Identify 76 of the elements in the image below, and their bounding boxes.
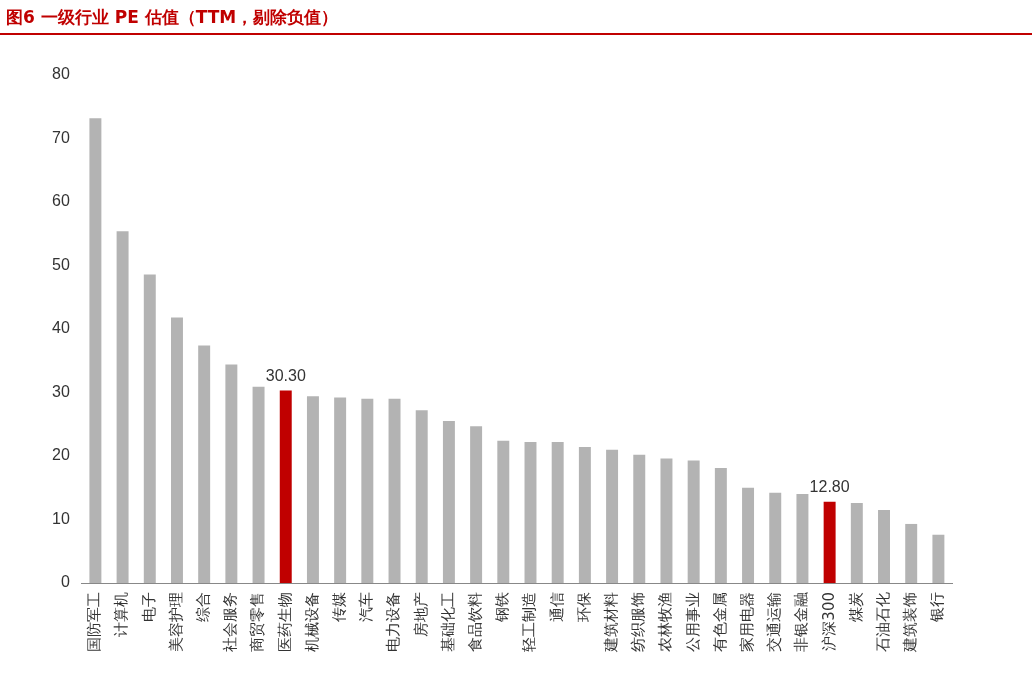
x-tick-label: 电力设备	[384, 592, 403, 652]
y-tick-label: 70	[52, 128, 70, 146]
bar	[334, 397, 347, 583]
x-tick-label: 计算机	[112, 592, 131, 637]
bar	[279, 390, 292, 583]
data-label: 30.30	[265, 367, 306, 384]
x-tick-label: 石油石化	[873, 592, 892, 652]
x-tick-label: 房地产	[411, 592, 430, 637]
bar	[415, 410, 428, 583]
x-tick-label: 通信	[547, 592, 566, 622]
x-tick-label: 银行	[928, 592, 947, 623]
x-tick-label: 建筑材料	[601, 592, 620, 653]
bar	[170, 317, 183, 583]
bar	[633, 454, 646, 583]
bar	[578, 447, 591, 583]
x-tick-label: 非银金融	[792, 592, 811, 652]
x-tick-label: 钢铁	[493, 592, 512, 623]
x-tick-label: 国防军工	[85, 592, 104, 652]
x-tick-label: 公用事业	[683, 592, 702, 652]
x-tick-label: 传媒	[330, 592, 349, 622]
bar	[388, 398, 401, 583]
x-tick-label: 机械设备	[302, 592, 321, 652]
x-tick-label: 纺织服饰	[629, 592, 648, 652]
y-tick-label: 40	[52, 319, 70, 337]
y-tick-label: 0	[60, 573, 70, 591]
x-tick-label: 医药生物	[275, 592, 294, 652]
x-tick-label: 有色金属	[710, 592, 729, 652]
bar	[497, 440, 510, 583]
x-tick-label: 汽车	[357, 592, 376, 622]
chart-title: 图6 一级行业 PE 估值（TTM，剔除负值）	[0, 0, 1032, 35]
x-tick-label: 建筑装饰	[901, 592, 920, 653]
bar	[470, 426, 483, 583]
bar	[551, 442, 564, 583]
y-tick-label: 10	[52, 509, 70, 527]
bar	[252, 386, 265, 583]
bar	[714, 468, 727, 583]
y-tick-label: 20	[52, 446, 70, 464]
x-tick-label: 交通运输	[765, 592, 784, 652]
x-tick-label: 电子	[139, 592, 158, 622]
bar	[687, 460, 700, 583]
bar	[850, 502, 863, 583]
bar	[905, 523, 918, 583]
x-tick-label: 商贸零售	[248, 592, 267, 652]
bar	[361, 398, 374, 583]
x-tick-label: 沪深300	[819, 592, 838, 651]
bar	[606, 449, 619, 583]
bar	[306, 396, 319, 583]
bar	[116, 231, 129, 583]
bar	[524, 442, 537, 583]
x-tick-label: 食品饮料	[466, 592, 484, 652]
y-tick-label: 50	[52, 255, 70, 273]
x-tick-label: 煤炭	[846, 592, 865, 622]
bar	[742, 487, 755, 583]
x-tick-label: 农林牧渔	[656, 592, 675, 652]
x-tick-label: 轻工制造	[520, 592, 539, 652]
bar	[932, 534, 945, 583]
bar	[769, 492, 782, 583]
y-tick-label: 30	[52, 382, 70, 400]
x-tick-label: 社会服务	[221, 592, 240, 652]
bar	[143, 274, 156, 583]
data-label: 12.80	[809, 478, 850, 496]
bar	[878, 509, 890, 583]
y-tick-label: 60	[52, 192, 70, 210]
bar	[198, 345, 211, 583]
bar	[442, 421, 455, 583]
y-tick-label: 80	[52, 65, 70, 83]
x-tick-label: 综合	[194, 592, 213, 622]
x-tick-label: 环保	[574, 592, 593, 622]
bar	[225, 364, 238, 583]
x-tick-label: 美容护理	[166, 592, 185, 652]
bar	[660, 458, 673, 583]
bar	[823, 501, 836, 583]
bar	[796, 494, 809, 583]
bar	[89, 118, 102, 583]
x-tick-label: 基础化工	[438, 592, 457, 652]
x-tick-label: 家用电器	[737, 592, 756, 652]
